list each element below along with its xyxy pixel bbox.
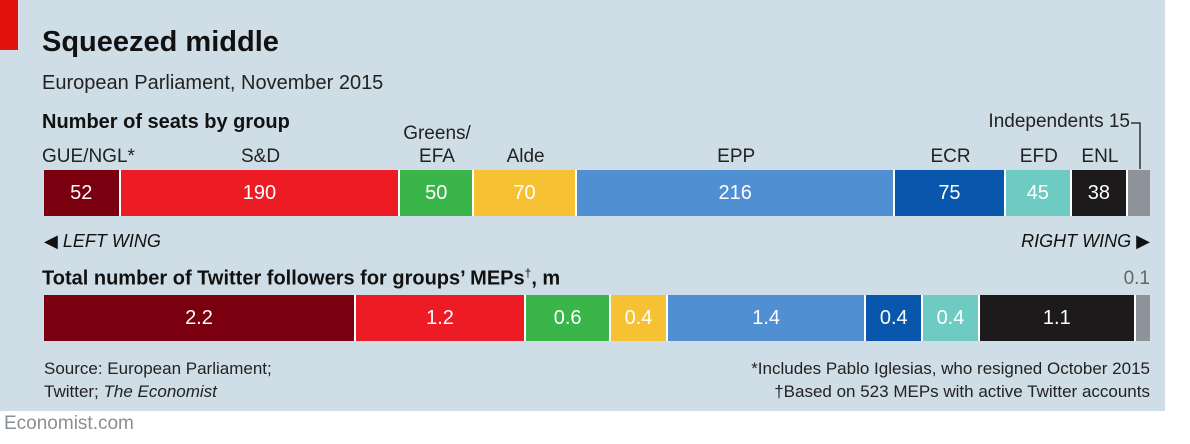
twitter-value-label-gue-ngl: 2.2 xyxy=(185,307,213,329)
seats-bar-efd xyxy=(1005,170,1072,216)
twitter-bar-epp xyxy=(667,295,867,341)
left-wing-text: LEFT WING xyxy=(62,231,161,251)
seats-value-label-s-d: 190 xyxy=(242,182,277,204)
twitter-heading-unit: , m xyxy=(531,267,561,290)
seats-category-label-enl: ENL xyxy=(1081,146,1119,167)
twitter-stacked-bar: 2.2 1.2 0.6 0.4 1.4 0.4 0.4 1.1 xyxy=(44,295,1150,341)
left-arrow-icon: ◀ xyxy=(44,231,58,251)
twitter-heading-footnote-mark: † xyxy=(524,266,532,280)
twitter-value-label-s-d: 1.2 xyxy=(426,307,454,329)
seats-bar-gue-ngl xyxy=(44,170,121,216)
twitter-bar-s-d xyxy=(355,295,527,341)
source-line-1: Source: European Parliament; xyxy=(44,359,272,378)
left-wing-label: ◀ LEFT WING xyxy=(44,231,161,252)
twitter-heading: Total number of Twitter followers for gr… xyxy=(42,266,560,291)
twitter-value-label-ecr: 0.4 xyxy=(879,307,908,329)
right-wing-label: RIGHT WING ▶ xyxy=(1021,231,1150,252)
seats-value-label-enl: 38 xyxy=(1087,182,1111,204)
seats-stacked-bar: 52 190 50 70 216 75 45 38 xyxy=(44,170,1150,216)
twitter-value-label-efd: 0.4 xyxy=(936,307,965,329)
seats-value-label-gue-ngl: 52 xyxy=(70,182,93,204)
seats-bar-epp xyxy=(577,170,896,216)
seats-bar-independents xyxy=(1127,170,1150,216)
twitter-bar-enl xyxy=(979,295,1136,341)
seats-value-label-epp: 216 xyxy=(718,182,752,204)
twitter-bar-alde xyxy=(611,295,668,341)
seats-value-label-efd: 45 xyxy=(1026,182,1049,204)
chart-subtitle: European Parliament, November 2015 xyxy=(42,72,384,94)
brand-tag xyxy=(0,0,18,50)
seats-value-label-ecr: 75 xyxy=(938,182,961,204)
right-arrow-icon: ▶ xyxy=(1136,231,1150,251)
seats-category-label-alde: Alde xyxy=(506,146,545,167)
independents-label: Independents 15 xyxy=(988,111,1130,132)
twitter-bar-independents xyxy=(1135,295,1150,341)
seats-bar-alde xyxy=(474,170,578,216)
seats-value-label-greens-efa: 50 xyxy=(425,182,448,204)
seats-category-label-epp: EPP xyxy=(717,146,756,167)
source-note: Source: European Parliament; Twitter; Th… xyxy=(44,357,272,403)
twitter-value-label-enl: 1.1 xyxy=(1042,307,1071,329)
twitter-value-label-greens-efa: 0.6 xyxy=(553,307,582,329)
seats-category-label-ecr: ECR xyxy=(930,146,971,167)
seats-value-label-alde: 70 xyxy=(513,182,536,204)
footer-credit: Economist.com xyxy=(4,413,134,434)
twitter-bar-greens-efa xyxy=(526,295,612,341)
seats-category-label-s-d: S&D xyxy=(240,146,281,167)
twitter-bar-ecr xyxy=(866,295,924,341)
seats-category-label-greens-efa: Greens/ EFA xyxy=(403,123,471,167)
twitter-independents-value: 0.1 xyxy=(1123,268,1150,289)
twitter-value-label-alde: 0.4 xyxy=(624,307,653,329)
seats-bar-greens-efa xyxy=(400,170,475,216)
seats-bar-enl xyxy=(1071,170,1128,216)
twitter-bar-efd xyxy=(923,295,980,341)
twitter-value-label-epp: 1.4 xyxy=(752,307,781,329)
twitter-bar-gue-ngl xyxy=(44,295,356,341)
right-wing-text: RIGHT WING xyxy=(1021,231,1132,251)
seats-category-label-gue-ngl: GUE/NGL* xyxy=(42,146,135,167)
footnote-2: †Based on 523 MEPs with active Twitter a… xyxy=(774,382,1150,401)
source-line-2-italic: The Economist xyxy=(103,382,217,401)
footnote-1: *Includes Pablo Iglesias, who resigned O… xyxy=(751,359,1150,378)
chart-title: Squeezed middle xyxy=(42,26,279,58)
seats-bar-s-d xyxy=(120,170,401,216)
twitter-heading-text: Total number of Twitter followers for gr… xyxy=(42,267,525,290)
seats-bar-ecr xyxy=(895,170,1006,216)
seats-heading: Number of seats by group xyxy=(42,111,290,133)
footnotes: *Includes Pablo Iglesias, who resigned O… xyxy=(751,357,1150,403)
seats-category-label-efd: EFD xyxy=(1019,146,1058,167)
source-line-2-prefix: Twitter; xyxy=(44,382,104,401)
source-line-2: Twitter; The Economist xyxy=(44,380,272,403)
